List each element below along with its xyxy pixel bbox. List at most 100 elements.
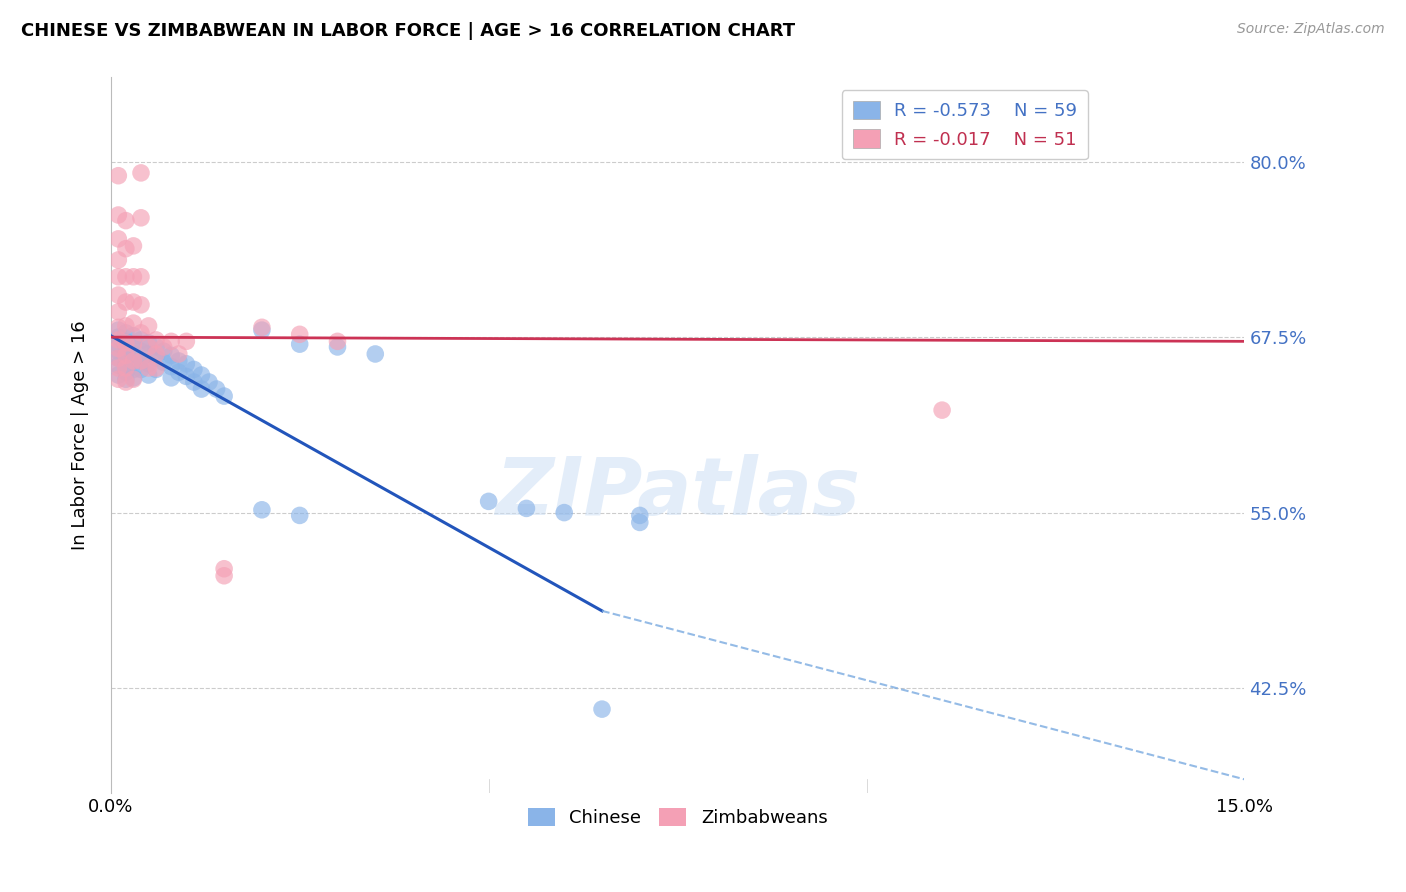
Point (122, 371, 145, 385)
Point (212, 568, 235, 582)
Point (129, 326, 152, 340)
Y-axis label: In Labor Force | Age > 16: In Labor Force | Age > 16 (72, 320, 89, 550)
Point (138, 340, 160, 354)
Point (183, 362, 205, 376)
Point (190, 368, 212, 382)
Point (205, 382, 228, 396)
Point (160, 359, 183, 374)
Point (138, 361, 160, 376)
Point (107, 208, 129, 222)
Point (515, 501, 537, 516)
Point (115, 335, 138, 350)
Point (160, 348, 183, 362)
Point (931, 403, 953, 417)
Point (107, 351, 129, 366)
Point (122, 316, 145, 330)
Point (115, 348, 138, 362)
Point (129, 298, 152, 312)
Point (160, 371, 183, 385)
Point (122, 239, 145, 253)
Point (122, 337, 145, 351)
Point (129, 344, 152, 359)
Text: CHINESE VS ZIMBABWEAN IN LABOR FORCE | AGE > 16 CORRELATION CHART: CHINESE VS ZIMBABWEAN IN LABOR FORCE | A… (21, 22, 796, 40)
Point (250, 323, 273, 337)
Text: Source: ZipAtlas.com: Source: ZipAtlas.com (1237, 22, 1385, 37)
Point (326, 334, 349, 349)
Point (115, 372, 138, 386)
Point (115, 334, 138, 349)
Point (129, 354, 152, 368)
Point (628, 508, 651, 523)
Point (129, 354, 152, 368)
Point (129, 333, 152, 347)
Point (107, 269, 129, 284)
Point (122, 354, 145, 368)
Point (115, 318, 138, 333)
Point (129, 211, 152, 225)
Point (107, 337, 129, 351)
Point (129, 166, 152, 180)
Point (288, 337, 311, 351)
Point (145, 347, 167, 361)
Point (167, 365, 190, 379)
Legend: Chinese, Zimbabweans: Chinese, Zimbabweans (520, 801, 835, 834)
Point (145, 361, 167, 376)
Point (107, 351, 129, 366)
Point (107, 323, 129, 337)
Point (107, 368, 129, 382)
Point (288, 327, 311, 342)
Point (107, 252, 129, 267)
Point (591, 702, 613, 716)
Point (160, 334, 183, 349)
Point (129, 362, 152, 376)
Point (115, 242, 138, 256)
Point (138, 368, 160, 382)
Point (115, 361, 138, 376)
Point (167, 354, 190, 368)
Point (138, 335, 160, 350)
Point (122, 372, 145, 386)
Point (152, 340, 174, 354)
Point (115, 213, 138, 227)
Point (115, 375, 138, 389)
Point (190, 382, 212, 396)
Point (250, 503, 273, 517)
Point (198, 375, 221, 389)
Point (129, 269, 152, 284)
Point (115, 348, 138, 362)
Point (145, 362, 167, 376)
Point (138, 318, 160, 333)
Point (115, 269, 138, 284)
Point (122, 269, 145, 284)
Point (107, 344, 129, 359)
Point (115, 295, 138, 310)
Point (107, 372, 129, 386)
Point (107, 330, 129, 344)
Point (176, 357, 198, 371)
Point (628, 516, 651, 530)
Point (107, 358, 129, 372)
Point (478, 494, 501, 508)
Point (122, 362, 145, 376)
Point (176, 334, 198, 349)
Point (176, 369, 198, 384)
Point (553, 506, 575, 520)
Point (115, 365, 138, 379)
Point (152, 344, 174, 359)
Point (107, 305, 129, 319)
Point (115, 326, 138, 340)
Point (145, 351, 167, 366)
Point (107, 288, 129, 302)
Point (250, 320, 273, 334)
Point (122, 337, 145, 351)
Point (107, 169, 129, 183)
Point (138, 357, 160, 371)
Point (138, 347, 160, 361)
Point (107, 320, 129, 334)
Point (122, 347, 145, 361)
Point (107, 361, 129, 376)
Point (183, 375, 205, 389)
Point (107, 333, 129, 347)
Point (122, 354, 145, 368)
Point (107, 232, 129, 246)
